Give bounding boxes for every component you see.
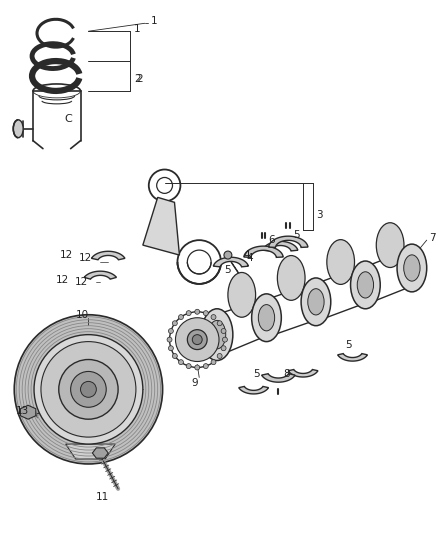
Circle shape xyxy=(71,372,106,407)
Circle shape xyxy=(192,335,202,345)
Circle shape xyxy=(41,342,136,437)
Text: 11: 11 xyxy=(95,492,109,502)
Ellipse shape xyxy=(258,304,275,331)
Polygon shape xyxy=(338,353,367,361)
Ellipse shape xyxy=(169,328,173,334)
Circle shape xyxy=(81,382,96,397)
Text: 5: 5 xyxy=(293,230,300,240)
Text: 13: 13 xyxy=(16,406,29,416)
Circle shape xyxy=(176,318,219,361)
Ellipse shape xyxy=(208,320,226,349)
Ellipse shape xyxy=(221,328,226,334)
Ellipse shape xyxy=(277,255,305,300)
Ellipse shape xyxy=(179,360,184,365)
Ellipse shape xyxy=(186,311,191,316)
Polygon shape xyxy=(288,369,318,377)
Text: 12: 12 xyxy=(60,250,73,260)
Ellipse shape xyxy=(203,364,208,369)
Circle shape xyxy=(187,330,207,350)
Ellipse shape xyxy=(201,309,233,360)
Text: 4: 4 xyxy=(247,253,253,263)
Text: 12: 12 xyxy=(74,277,88,287)
Text: 1: 1 xyxy=(151,17,157,26)
Polygon shape xyxy=(239,386,268,394)
Polygon shape xyxy=(143,197,180,255)
Ellipse shape xyxy=(13,120,23,138)
Ellipse shape xyxy=(211,314,216,320)
Text: C: C xyxy=(65,114,73,124)
Text: 7: 7 xyxy=(429,233,435,243)
Polygon shape xyxy=(213,257,248,267)
Polygon shape xyxy=(66,444,115,459)
Ellipse shape xyxy=(203,311,208,316)
Ellipse shape xyxy=(252,294,281,342)
Circle shape xyxy=(224,251,232,259)
Ellipse shape xyxy=(173,321,177,326)
Ellipse shape xyxy=(357,272,374,298)
Ellipse shape xyxy=(404,255,420,281)
Text: 9: 9 xyxy=(191,378,198,389)
Ellipse shape xyxy=(223,337,227,342)
Ellipse shape xyxy=(173,353,177,359)
Polygon shape xyxy=(21,405,36,419)
Text: 2: 2 xyxy=(134,74,141,84)
Polygon shape xyxy=(261,374,295,382)
Ellipse shape xyxy=(308,289,324,315)
Text: 4: 4 xyxy=(244,250,251,260)
Ellipse shape xyxy=(397,244,427,292)
Text: 2: 2 xyxy=(136,74,142,84)
Circle shape xyxy=(34,335,143,444)
Text: 5: 5 xyxy=(254,369,260,379)
Ellipse shape xyxy=(228,272,256,317)
Text: 10: 10 xyxy=(76,310,89,320)
Text: 12: 12 xyxy=(55,275,69,285)
Text: 5: 5 xyxy=(346,340,352,350)
Ellipse shape xyxy=(195,365,200,370)
Ellipse shape xyxy=(211,360,216,365)
Ellipse shape xyxy=(376,223,404,268)
Polygon shape xyxy=(92,251,125,260)
Ellipse shape xyxy=(186,364,191,369)
Circle shape xyxy=(14,315,162,464)
Polygon shape xyxy=(84,271,117,279)
Ellipse shape xyxy=(169,346,173,351)
Polygon shape xyxy=(263,241,298,251)
Ellipse shape xyxy=(167,337,172,342)
Text: 12: 12 xyxy=(78,253,92,263)
Polygon shape xyxy=(268,236,308,247)
Polygon shape xyxy=(92,448,108,458)
Ellipse shape xyxy=(217,321,222,326)
Ellipse shape xyxy=(217,353,222,359)
Text: 5: 5 xyxy=(224,265,230,275)
Polygon shape xyxy=(244,246,283,257)
Ellipse shape xyxy=(327,240,354,285)
Ellipse shape xyxy=(350,261,380,309)
Ellipse shape xyxy=(221,346,226,351)
Text: 1: 1 xyxy=(134,24,141,34)
Text: 6: 6 xyxy=(268,235,275,245)
Ellipse shape xyxy=(195,309,200,314)
Text: 3: 3 xyxy=(316,210,322,220)
Ellipse shape xyxy=(179,314,184,320)
Ellipse shape xyxy=(301,278,331,326)
Text: 8: 8 xyxy=(283,369,290,379)
Circle shape xyxy=(59,360,118,419)
